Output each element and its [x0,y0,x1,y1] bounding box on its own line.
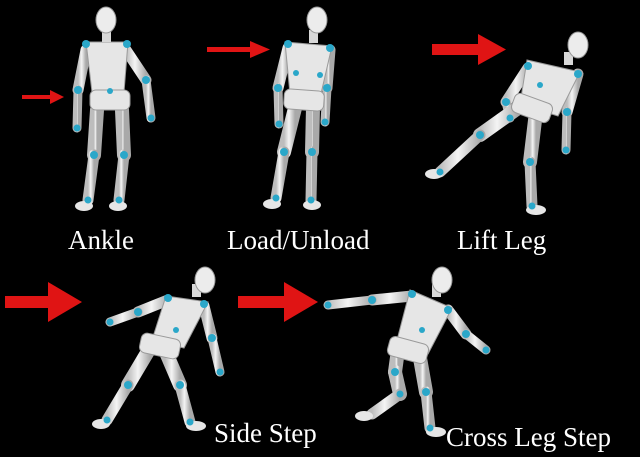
figure-load-unload [263,6,336,210]
label-lift-leg: Lift Leg [457,225,547,255]
label-side-step: Side Step [214,418,317,448]
label-load-unload: Load/Unload [227,225,370,255]
figure-lift-leg [425,31,589,215]
figure-side-step [92,266,225,431]
label-ankle: Ankle [68,225,134,255]
cross-arrow-icon [238,282,318,322]
arrow-icon [5,34,506,322]
lift-arrow-icon [432,34,506,65]
figure-cross-leg-step [323,266,491,437]
side-arrow-icon [5,282,82,322]
ankle-arrow-icon [22,90,64,104]
figure-ankle [72,6,156,211]
label-cross-leg-step: Cross Leg Step [446,422,611,452]
load-arrow-icon [207,41,270,58]
